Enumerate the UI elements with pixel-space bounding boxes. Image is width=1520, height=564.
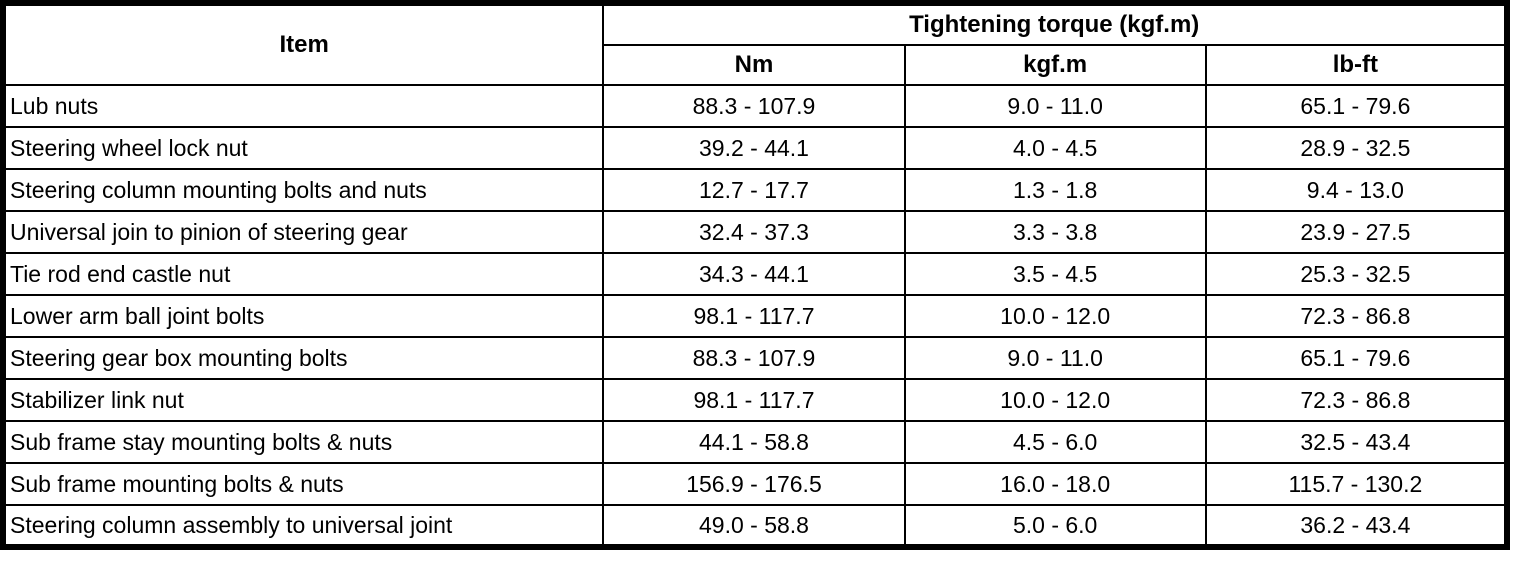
lbft-cell: 32.5 - 43.4 [1204, 420, 1509, 464]
header-units-row: Nm kgf.m lb-ft [3, 44, 1509, 86]
item-cell: Tie rod end castle nut [1, 252, 605, 296]
nm-cell: 39.2 - 44.1 [602, 126, 906, 170]
table-row: Steering wheel lock nut 39.2 - 44.1 4.0 … [1, 126, 1509, 170]
table-row: Lower arm ball joint bolts 98.1 - 117.7 … [1, 294, 1509, 338]
nm-cell: 34.3 - 44.1 [602, 252, 906, 296]
kgfm-cell: 10.0 - 12.0 [903, 294, 1207, 338]
table-row: Lub nuts 88.3 - 107.9 9.0 - 11.0 65.1 - … [1, 84, 1509, 128]
nm-cell: 88.3 - 107.9 [602, 84, 906, 128]
kgfm-cell: 3.5 - 4.5 [903, 252, 1207, 296]
kgfm-cell: 1.3 - 1.8 [903, 168, 1207, 212]
table-row: Sub frame stay mounting bolts & nuts 44.… [1, 420, 1509, 464]
item-cell: Steering gear box mounting bolts [1, 336, 605, 380]
nm-cell: 32.4 - 37.3 [602, 210, 906, 254]
table-row: Tie rod end castle nut 34.3 - 44.1 3.5 -… [1, 252, 1509, 296]
column-header-nm: Nm [602, 44, 906, 86]
table-row: Steering gear box mounting bolts 88.3 - … [1, 336, 1509, 380]
table-row: Stabilizer link nut 98.1 - 117.7 10.0 - … [1, 378, 1509, 422]
table-row: Sub frame mounting bolts & nuts 156.9 - … [1, 462, 1509, 506]
lbft-cell: 72.3 - 86.8 [1204, 294, 1509, 338]
item-cell: Steering wheel lock nut [1, 126, 605, 170]
table-row: Universal join to pinion of steering gea… [1, 210, 1509, 254]
column-header-torque-group: Tightening torque (kgf.m) [602, 2, 1508, 46]
lbft-cell: 28.9 - 32.5 [1204, 126, 1509, 170]
item-cell: Universal join to pinion of steering gea… [1, 210, 605, 254]
lbft-cell: 36.2 - 43.4 [1204, 504, 1509, 548]
item-cell: Lower arm ball joint bolts [1, 294, 605, 338]
nm-cell: 98.1 - 117.7 [602, 378, 906, 422]
kgfm-cell: 5.0 - 6.0 [903, 504, 1207, 548]
nm-cell: 98.1 - 117.7 [602, 294, 906, 338]
lbft-cell: 65.1 - 79.6 [1204, 84, 1509, 128]
lbft-cell: 9.4 - 13.0 [1204, 168, 1509, 212]
nm-cell: 12.7 - 17.7 [602, 168, 906, 212]
column-header-item: Item [1, 2, 605, 86]
item-cell: Steering column mounting bolts and nuts [1, 168, 605, 212]
nm-cell: 88.3 - 107.9 [602, 336, 906, 380]
kgfm-cell: 4.5 - 6.0 [903, 420, 1207, 464]
item-cell: Steering column assembly to universal jo… [1, 504, 605, 548]
nm-cell: 44.1 - 58.8 [602, 420, 906, 464]
kgfm-cell: 16.0 - 18.0 [903, 462, 1207, 506]
item-cell: Sub frame stay mounting bolts & nuts [1, 420, 605, 464]
nm-cell: 49.0 - 58.8 [602, 504, 906, 548]
table-row: Steering column assembly to universal jo… [1, 504, 1509, 548]
kgfm-cell: 3.3 - 3.8 [903, 210, 1207, 254]
kgfm-cell: 10.0 - 12.0 [903, 378, 1207, 422]
item-cell: Stabilizer link nut [1, 378, 605, 422]
kgfm-cell: 9.0 - 11.0 [903, 84, 1207, 128]
lbft-cell: 65.1 - 79.6 [1204, 336, 1509, 380]
lbft-cell: 72.3 - 86.8 [1204, 378, 1509, 422]
column-header-kgfm: kgf.m [903, 44, 1207, 86]
table-row: Steering column mounting bolts and nuts … [1, 168, 1509, 212]
nm-cell: 156.9 - 176.5 [602, 462, 906, 506]
tightening-torque-table: Item Tightening torque (kgf.m) Nm kgf.m … [0, 0, 1510, 550]
header-group-row: Item Tightening torque (kgf.m) [1, 2, 1508, 86]
lbft-cell: 25.3 - 32.5 [1204, 252, 1509, 296]
item-cell: Lub nuts [1, 84, 605, 128]
column-header-lbft: lb-ft [1204, 44, 1509, 86]
lbft-cell: 115.7 - 130.2 [1204, 462, 1509, 506]
item-cell: Sub frame mounting bolts & nuts [1, 462, 605, 506]
lbft-cell: 23.9 - 27.5 [1204, 210, 1509, 254]
kgfm-cell: 4.0 - 4.5 [903, 126, 1207, 170]
kgfm-cell: 9.0 - 11.0 [903, 336, 1207, 380]
